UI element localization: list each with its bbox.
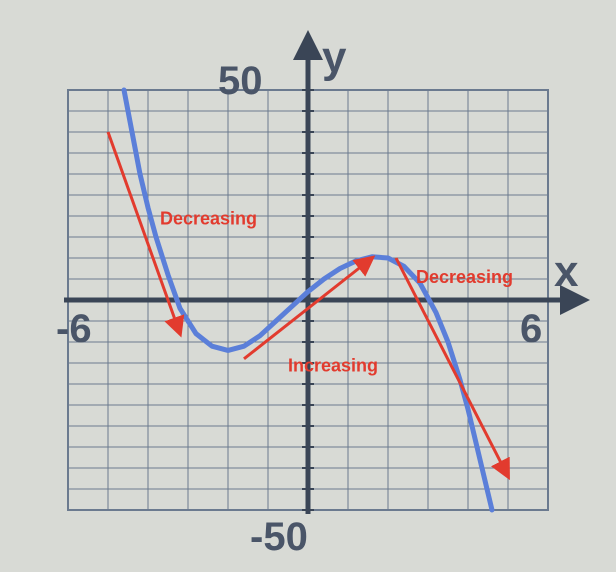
trend-label: Decreasing <box>416 267 513 287</box>
y-axis-label: y <box>322 33 347 82</box>
trend-label: Increasing <box>288 355 378 375</box>
y-tick-pos: 50 <box>218 59 263 103</box>
trend-arrow <box>396 258 508 476</box>
y-tick-neg: -50 <box>250 515 308 552</box>
trend-label: Decreasing <box>160 208 257 228</box>
chart-svg: Decreasing Increasing Decreasing y x 50 -50 -6 6 <box>20 20 596 552</box>
trend-arrow <box>108 132 180 334</box>
x-tick-pos: 6 <box>520 307 542 351</box>
x-axis-label: x <box>554 247 579 296</box>
x-tick-neg: -6 <box>56 307 92 351</box>
chart-plot: Decreasing Increasing Decreasing y x 50 -50 -6 6 <box>20 20 596 552</box>
